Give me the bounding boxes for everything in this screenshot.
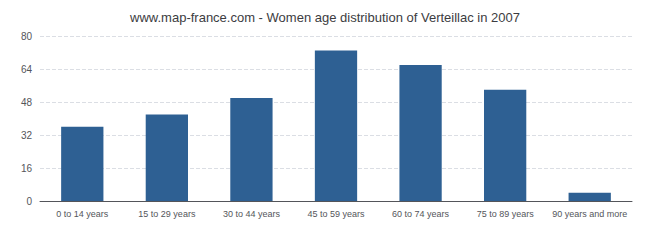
- svg-text:75 to 89 years: 75 to 89 years: [477, 209, 535, 219]
- svg-text:80: 80: [21, 31, 33, 42]
- svg-text:15 to 29 years: 15 to 29 years: [138, 209, 196, 219]
- svg-text:16: 16: [21, 163, 33, 174]
- svg-text:0: 0: [26, 196, 32, 207]
- svg-text:60 to 74 years: 60 to 74 years: [392, 209, 450, 219]
- svg-text:32: 32: [21, 130, 33, 141]
- svg-text:0 to 14 years: 0 to 14 years: [56, 209, 109, 219]
- svg-text:45 to 59 years: 45 to 59 years: [307, 209, 365, 219]
- svg-text:30 to 44 years: 30 to 44 years: [223, 209, 281, 219]
- svg-text:64: 64: [21, 64, 33, 75]
- svg-text:48: 48: [21, 97, 33, 108]
- svg-text:www.map-france.com - Women age: www.map-france.com - Women age distribut…: [129, 10, 520, 25]
- svg-text:90 years and more: 90 years and more: [552, 209, 627, 219]
